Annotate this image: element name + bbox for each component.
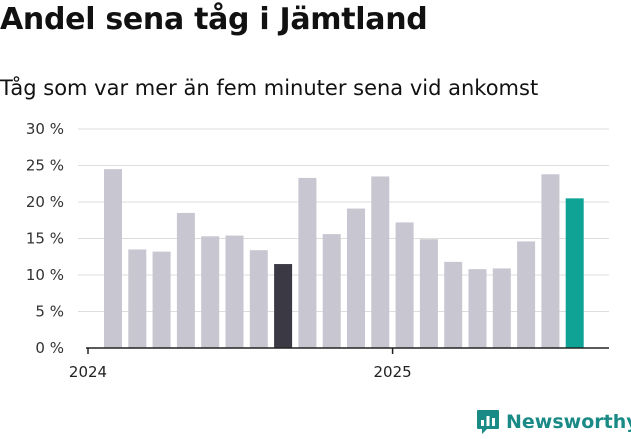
y-tick-label: 0 %: [35, 339, 64, 357]
bar: [419, 239, 438, 348]
x-tick-label: 2025: [374, 363, 412, 381]
newsworthy-logo-text: Newsworthy: [506, 411, 631, 433]
bar: [468, 269, 487, 348]
newsworthy-logo-icon: [477, 410, 499, 434]
bar: [249, 250, 268, 348]
bar: [176, 212, 195, 348]
bar: [395, 222, 414, 348]
y-tick-label: 25 %: [26, 157, 64, 175]
y-tick-label: 30 %: [26, 120, 64, 138]
bar: [322, 234, 341, 348]
y-tick-label: 20 %: [26, 193, 64, 211]
bar: [152, 251, 171, 348]
chart-title: Andel sena tåg i Jämtland: [0, 2, 428, 37]
bar: [565, 198, 584, 348]
bar: [444, 261, 463, 348]
bar: [274, 264, 293, 348]
y-tick-label: 15 %: [26, 230, 64, 248]
bar: [371, 176, 390, 348]
bar: [347, 208, 365, 348]
chart-subtitle: Tåg som var mer än fem minuter sena vid …: [0, 76, 539, 100]
bar: [541, 174, 560, 348]
x-tick-label: 2024: [69, 363, 107, 381]
bar: [201, 236, 220, 348]
y-tick-label: 5 %: [35, 303, 64, 321]
bar: [225, 235, 244, 348]
bar: [104, 169, 122, 348]
bar: [298, 177, 317, 348]
bar: [492, 268, 511, 348]
newsworthy-logo: Newsworthy: [476, 409, 631, 435]
bar: [517, 241, 536, 348]
y-tick-label: 10 %: [26, 266, 64, 284]
bar: [128, 249, 147, 348]
